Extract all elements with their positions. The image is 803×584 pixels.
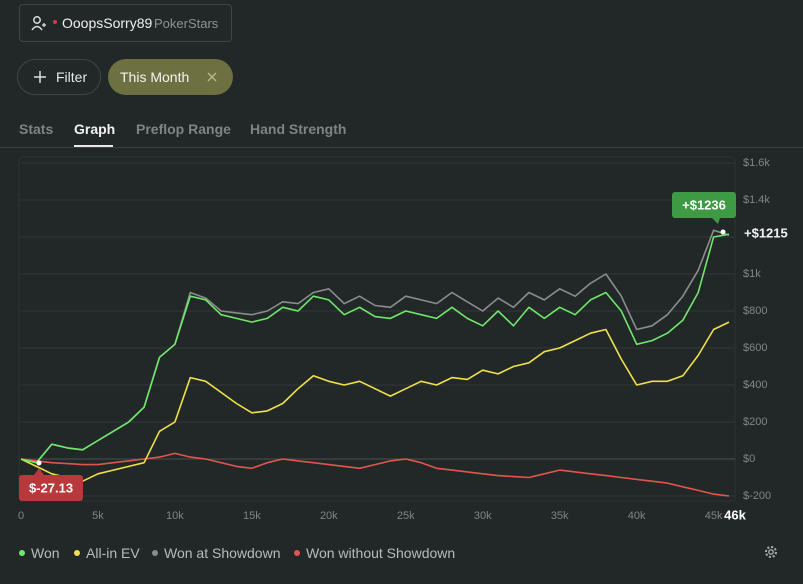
x-tick-label: 30k — [474, 510, 492, 522]
legend-swatch — [152, 550, 158, 556]
x-tick-label: 45k — [705, 510, 723, 522]
annotation: $-27.13 — [29, 480, 73, 495]
divider — [0, 147, 803, 148]
annotation-pointer — [34, 468, 44, 475]
y-tick-label: $800 — [743, 305, 767, 317]
annotation: +$1236 — [682, 197, 726, 212]
x-tick-label: 35k — [551, 510, 569, 522]
user-icon — [31, 16, 46, 31]
x-tick-label: 46k — [724, 507, 746, 522]
series-line — [20, 321, 730, 482]
tab[interactable]: Hand Strength — [250, 121, 347, 137]
series-line — [20, 233, 730, 464]
status-dot — [53, 20, 57, 24]
annotation: +$1215 — [744, 225, 788, 240]
filter-button[interactable]: Filter — [17, 59, 101, 95]
legend-label: All-in EV — [86, 545, 140, 561]
legend-label: Won — [31, 545, 60, 561]
x-tick-label: 10k — [166, 510, 184, 522]
x-tick-label: 0 — [18, 510, 24, 522]
series-line — [20, 452, 730, 497]
legend-item: All-in EV — [74, 545, 140, 561]
x-tick-label: 20k — [320, 510, 338, 522]
legend-item: Won — [19, 545, 60, 561]
y-tick-label: $200 — [743, 416, 767, 428]
legend-swatch — [294, 550, 300, 556]
y-tick-label: $1.4k — [743, 194, 770, 206]
legend-label: Won without Showdown — [306, 545, 456, 561]
series-line — [20, 229, 730, 464]
annotation-pointer — [712, 218, 720, 224]
x-tick-label: 40k — [628, 510, 646, 522]
x-tick-label: 15k — [243, 510, 261, 522]
legend-swatch — [19, 550, 25, 556]
x-tick-label: 5k — [92, 510, 104, 522]
user-name: OoopsSorry89 — [62, 15, 153, 31]
site-name: PokerStars — [154, 16, 219, 31]
tab-underline — [74, 145, 113, 147]
plot-frame — [18, 156, 736, 502]
tab[interactable]: Stats — [19, 121, 54, 137]
y-tick-label: $1k — [743, 268, 761, 280]
settings-icon[interactable] — [763, 544, 779, 560]
tab[interactable]: Graph — [74, 121, 116, 137]
plus-icon — [34, 71, 46, 83]
y-tick-label: $0 — [743, 453, 755, 465]
y-tick-label: $600 — [743, 342, 767, 354]
legend-item: Won at Showdown — [152, 545, 280, 561]
x-tick-label: 25k — [397, 510, 415, 522]
legend-item: Won without Showdown — [294, 545, 455, 561]
marker-dot — [36, 460, 42, 466]
legend-label: Won at Showdown — [164, 545, 281, 561]
y-tick-label: $-200 — [743, 490, 771, 502]
period-chip[interactable]: This Month — [108, 59, 233, 95]
marker-dot — [720, 229, 726, 235]
filter-label: Filter — [56, 69, 88, 85]
y-tick-label: $1.6k — [743, 157, 770, 169]
annotation-box — [672, 192, 736, 218]
y-tick-label: $400 — [743, 379, 767, 391]
remove-icon[interactable] — [206, 71, 218, 83]
tab[interactable]: Preflop Range — [136, 121, 231, 137]
period-label: This Month — [120, 69, 190, 85]
annotation-box — [19, 475, 83, 501]
legend-swatch — [74, 550, 80, 556]
account-box[interactable]: OoopsSorry89 PokerStars — [19, 4, 232, 42]
